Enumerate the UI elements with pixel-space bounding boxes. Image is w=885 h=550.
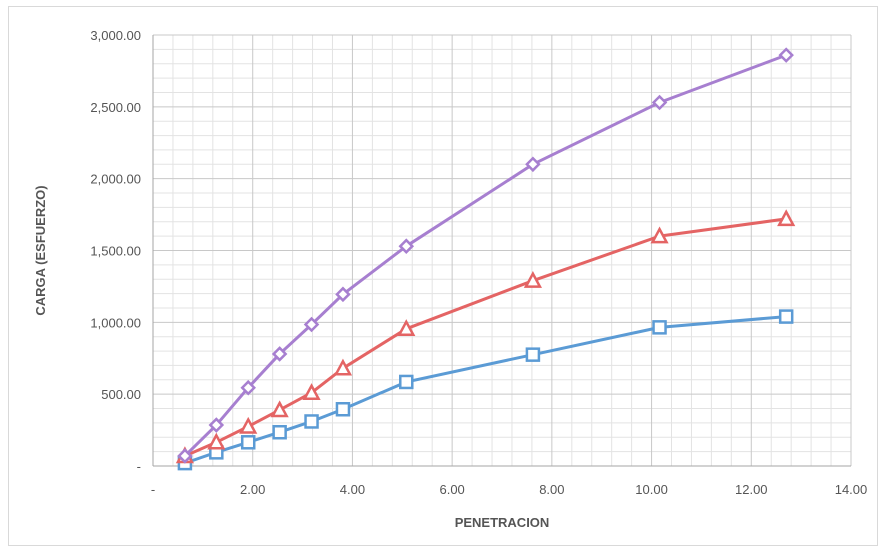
- x-tick-label: 12.00: [735, 482, 768, 497]
- y-tick-label: 1,000.00: [90, 315, 141, 330]
- y-axis-ticks: - 500.00 1,000.00 1,500.00 2,000.00 2,500.00 3…: [90, 28, 141, 474]
- data-point: [525, 347, 541, 362]
- x-tick-label: 2.00: [240, 482, 265, 497]
- chart-frame: - 2.00 4.00 6.00 8.00 10.00 12.00 14.00 - 500.00…: [8, 6, 878, 546]
- data-point: [651, 94, 668, 111]
- y-tick-label: 500.00: [101, 387, 141, 402]
- data-point: [778, 47, 794, 63]
- data-point: [303, 316, 320, 333]
- data-point: [272, 424, 287, 440]
- data-point: [650, 226, 669, 244]
- data-point: [207, 432, 226, 450]
- series-square: [177, 309, 794, 471]
- y-axis-title: CARGA (ESFUERZO): [33, 185, 48, 315]
- x-tick-label: 8.00: [539, 482, 564, 497]
- major-gridlines: [152, 34, 852, 467]
- data-point: [333, 358, 353, 376]
- axes: [152, 35, 851, 467]
- data-point: [399, 374, 414, 390]
- data-point: [208, 417, 225, 433]
- data-point: [397, 319, 416, 337]
- data-point: [778, 309, 794, 324]
- x-tick-label: -: [151, 482, 155, 497]
- data-point: [177, 448, 193, 464]
- y-tick-label: 1,500.00: [90, 244, 141, 259]
- y-tick-label: 2,500.00: [90, 100, 141, 115]
- data-point: [239, 416, 258, 434]
- data-point: [652, 320, 667, 335]
- data-point: [525, 156, 541, 173]
- x-tick-label: 10.00: [635, 482, 668, 497]
- data-point: [302, 383, 321, 400]
- data-point: [240, 379, 256, 396]
- data-point: [271, 346, 288, 362]
- x-axis-ticks: - 2.00 4.00 6.00 8.00 10.00 12.00 14.00: [151, 482, 867, 497]
- line-chart: - 2.00 4.00 6.00 8.00 10.00 12.00 14.00 - 500.00…: [33, 28, 867, 530]
- y-tick-label: 3,000.00: [90, 28, 141, 43]
- y-tick-label: -: [137, 459, 141, 474]
- x-tick-label: 4.00: [340, 482, 365, 497]
- x-tick-label: 14.00: [835, 482, 868, 497]
- data-point: [398, 238, 415, 254]
- data-point: [304, 414, 319, 429]
- data-point: [270, 400, 289, 418]
- series-line: [183, 53, 787, 458]
- series-diamond: [177, 47, 794, 464]
- x-tick-label: 6.00: [439, 482, 464, 497]
- x-axis-title: PENETRACION: [455, 515, 550, 530]
- data-point: [523, 271, 543, 288]
- series-line: [184, 315, 787, 465]
- data-point: [777, 209, 796, 227]
- series-layer: [175, 47, 796, 471]
- data-point: [335, 402, 351, 417]
- y-tick-label: 2,000.00: [90, 172, 141, 187]
- data-point: [335, 286, 351, 303]
- series-line: [184, 217, 787, 458]
- data-point: [240, 435, 256, 450]
